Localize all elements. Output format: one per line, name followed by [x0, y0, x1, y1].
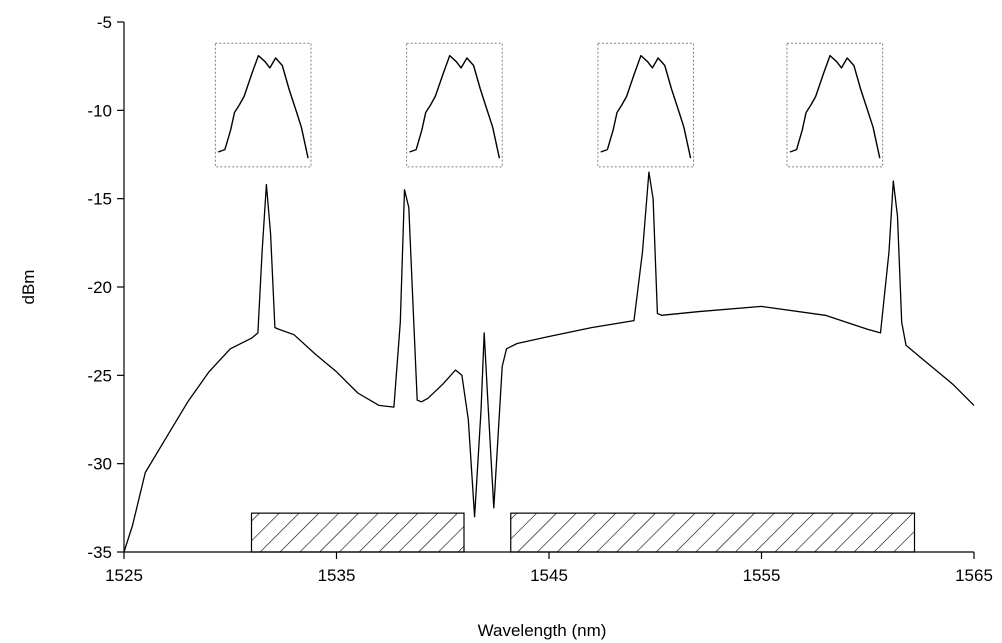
inset-box-1	[214, 42, 312, 168]
y-tick-label: -20	[87, 278, 112, 297]
inset-box-4	[786, 42, 884, 168]
y-tick-label: -25	[87, 366, 112, 385]
inset-spectrum-1	[217, 54, 309, 159]
inset-spectrum-3	[600, 54, 692, 159]
y-tick-label: -10	[87, 101, 112, 120]
plot-area	[123, 42, 975, 553]
inset-box-2	[406, 42, 503, 168]
y-tick-label: -30	[87, 455, 112, 474]
inset-box-3	[597, 42, 694, 168]
axes	[123, 22, 974, 553]
ticks: 1525 1535 1545 1555 1565 -5 -10 -15 -20 -25 -30 -35	[87, 13, 992, 585]
x-tick-label: 1555	[743, 566, 781, 585]
inset-spectrum-4	[789, 54, 881, 159]
y-tick-label: -35	[87, 543, 112, 562]
y-tick-label: -5	[97, 13, 112, 32]
hatched-band-2	[510, 512, 916, 553]
x-tick-label: 1565	[955, 566, 993, 585]
hatched-band-1	[250, 512, 465, 553]
series-line-1	[123, 171, 975, 553]
x-tick-label: 1535	[318, 566, 356, 585]
y-tick-label: -15	[87, 190, 112, 209]
inset-spectrum-2	[409, 54, 501, 159]
x-axis-title: Wavelength (nm)	[478, 621, 607, 640]
y-axis-title: dBm	[19, 270, 38, 305]
x-tick-label: 1525	[105, 566, 143, 585]
x-tick-label: 1545	[530, 566, 568, 585]
